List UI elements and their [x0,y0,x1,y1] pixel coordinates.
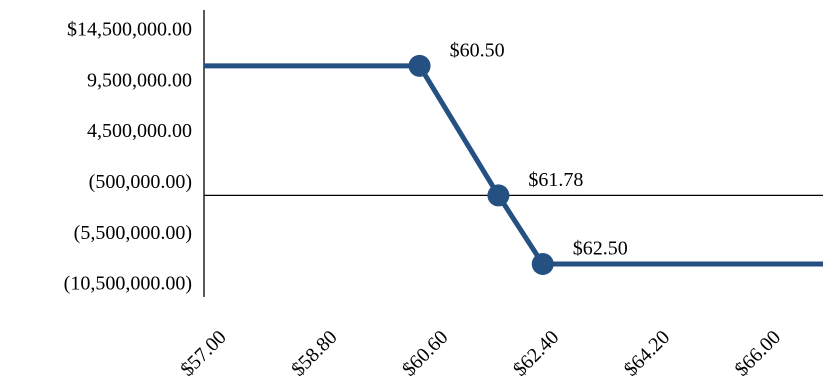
x-tick-label: $66.00 [731,326,785,380]
y-tick-label: (10,500,000.00) [64,273,192,295]
data-label: $62.50 [573,238,628,260]
x-tick-label: $60.60 [398,326,452,380]
x-tick-label: $64.20 [620,326,674,380]
series-line-group [204,63,823,267]
data-point-markers [408,54,554,275]
y-tick-label: 4,500,000.00 [87,120,192,142]
x-tick-label: $58.80 [287,326,341,380]
y-tick-label: 9,500,000.00 [87,69,192,91]
data-label: $60.50 [450,39,505,61]
x-tick-label: $57.00 [176,326,230,380]
x-axis: $57.00 $58.80 $60.60 $62.40 $64.20 $66.00 [176,194,823,380]
y-tick-label: (500,000.00) [89,171,192,193]
data-point-marker [531,252,554,275]
data-labels: $60.50 $61.78 $62.50 [450,39,628,259]
data-point-marker [487,184,510,207]
data-point-marker [408,54,431,77]
y-axis: $14,500,000.00 9,500,000.00 4,500,000.00 (5… [64,10,205,297]
series-line [204,63,823,267]
x-tick-label: $62.40 [509,326,563,380]
data-label: $61.78 [528,169,583,191]
y-tick-label: $14,500,000.00 [67,19,192,41]
y-tick-label: (5,500,000.00) [74,222,192,244]
